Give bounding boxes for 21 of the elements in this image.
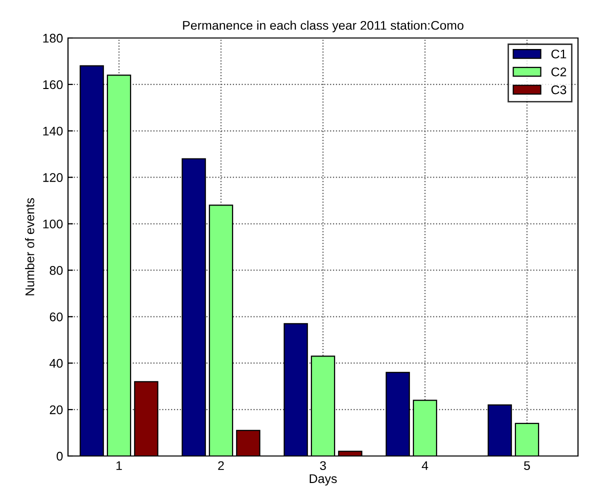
y-tick-label: 80 [50, 266, 63, 275]
y-tick-label: 160 [43, 80, 63, 90]
y-tick-label: 180 [43, 34, 63, 43]
y-tick-label: 60 [50, 312, 63, 322]
y-tick-label: 0 [56, 452, 63, 461]
y-tick-label: 40 [50, 358, 63, 368]
chart-title: Permanence in each class year 2011 station:Como [183, 20, 464, 32]
y-tick-label: 140 [43, 126, 63, 136]
x-tick-label: 3 [320, 461, 326, 470]
x-tick-label: 2 [218, 461, 224, 470]
legend-label: C1 [551, 50, 566, 58]
legend-label: C3 [551, 85, 566, 94]
y-tick-label: 120 [43, 173, 63, 182]
x-tick-label: 4 [422, 461, 428, 470]
y-tick-label: 100 [43, 220, 63, 228]
y-tick-label: 20 [50, 405, 63, 414]
x-axis-title: Days [310, 474, 337, 486]
x-tick-label: 1 [116, 461, 122, 470]
legend-label: C2 [551, 67, 566, 76]
y-axis-title: Number of events [25, 198, 34, 296]
x-tick-label: 5 [524, 461, 530, 470]
